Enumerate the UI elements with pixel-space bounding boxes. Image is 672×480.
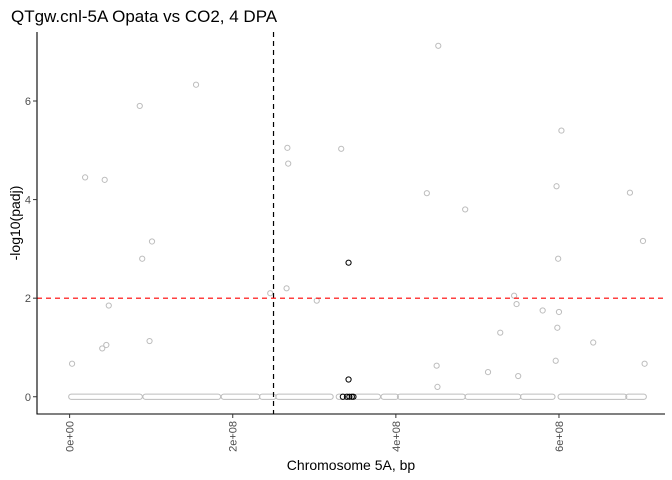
highlighted-data-point <box>346 393 353 400</box>
y-tick-label: 0 <box>25 392 31 404</box>
x-tick-label: 0e+00 <box>65 421 77 452</box>
data-point <box>423 190 430 197</box>
data-point <box>99 345 106 352</box>
y-tick-label: 2 <box>25 293 31 305</box>
y-tick-label: 4 <box>25 195 31 207</box>
baseline-point-cluster <box>519 393 556 400</box>
y-tick-label: 6 <box>25 96 31 108</box>
baseline-point-cluster <box>353 393 382 400</box>
data-point <box>555 308 563 316</box>
baseline-point-cluster <box>625 393 647 400</box>
baseline-point-cluster <box>68 393 143 400</box>
data-point <box>515 372 522 380</box>
data-point <box>590 339 597 346</box>
axis-ticks: 0 2 4 6 0e+00 2e+08 4e+08 6e+08 <box>25 96 566 452</box>
highlighted-data-point <box>345 376 352 383</box>
x-tick-label: 2e+08 <box>228 421 240 452</box>
data-point <box>511 292 518 299</box>
highlighted-data-point <box>339 393 346 400</box>
data-point <box>435 42 442 49</box>
data-point <box>283 285 290 292</box>
x-axis-title: Chromosome 5A, bp <box>287 457 416 473</box>
plot-area <box>37 32 665 414</box>
data-point <box>68 360 76 367</box>
baseline-point-cluster <box>464 393 522 400</box>
data-point <box>497 329 504 336</box>
data-point <box>148 238 156 245</box>
data-point <box>267 290 274 297</box>
chart-title: QTgw.cnl-5A Opata vs CO2, 4 DPA <box>11 7 278 26</box>
x-tick-label: 6e+08 <box>554 421 566 452</box>
highlighted-data-point <box>350 393 357 400</box>
data-point <box>105 302 112 309</box>
baseline-point-cluster <box>142 393 222 400</box>
data-point <box>82 174 89 181</box>
data-point <box>639 237 647 245</box>
baseline-point-cluster <box>380 393 399 400</box>
data-point <box>101 176 108 183</box>
data-point <box>553 183 560 190</box>
data-point <box>552 357 559 364</box>
data-point <box>192 81 200 88</box>
data-point <box>284 144 291 151</box>
baseline-point-cluster <box>220 393 261 400</box>
baseline-point-cluster <box>275 393 334 400</box>
data-point <box>462 206 469 213</box>
data-point <box>513 300 520 308</box>
data-point <box>558 127 565 134</box>
data-point <box>641 360 648 367</box>
baseline-point-cluster <box>396 393 466 400</box>
data-point <box>433 362 440 369</box>
data-point <box>146 337 153 345</box>
data-point <box>555 255 562 262</box>
data-point <box>285 160 292 167</box>
y-axis-title: -log10(padj) <box>7 186 23 261</box>
data-point <box>338 145 345 152</box>
baseline-point-cluster <box>557 393 628 400</box>
data-point <box>554 324 561 331</box>
data-point <box>484 369 492 376</box>
data-point <box>539 307 546 314</box>
data-point <box>434 383 441 390</box>
x-tick-label: 4e+08 <box>391 421 403 452</box>
data-point <box>103 341 110 349</box>
data-point <box>136 102 143 110</box>
data-point <box>313 297 320 304</box>
data-point <box>139 255 146 262</box>
highlighted-data-point <box>345 259 352 266</box>
data-point <box>626 189 634 196</box>
